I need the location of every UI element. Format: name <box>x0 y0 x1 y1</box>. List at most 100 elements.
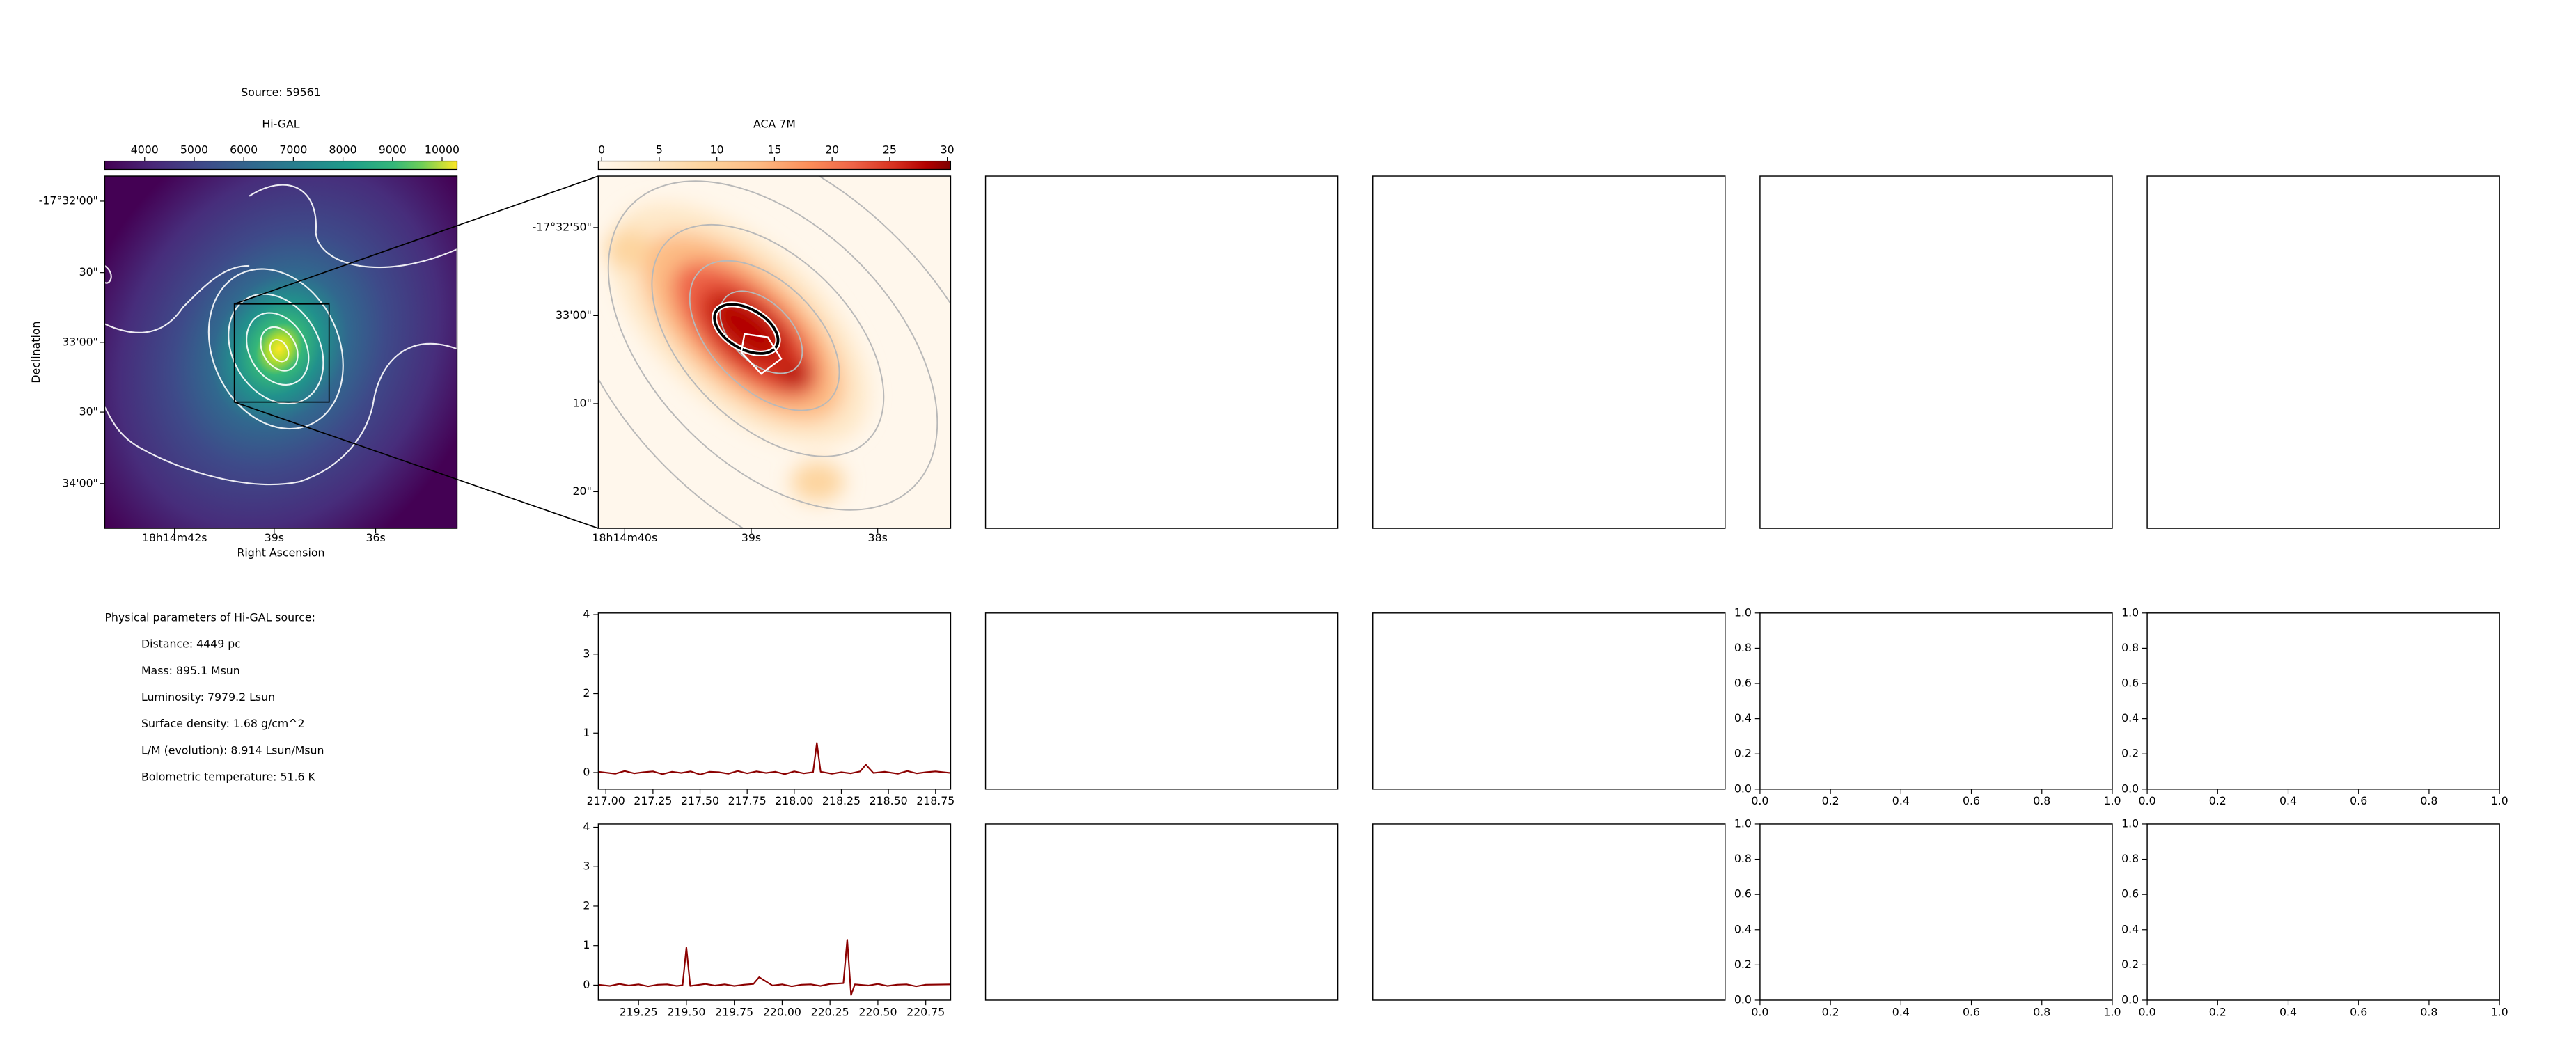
spectrum-line <box>598 742 951 775</box>
x-tick-label: 0.4 <box>2279 794 2297 807</box>
y-tick-label: 0.2 <box>1734 958 1752 971</box>
x-tick-label: 220.00 <box>763 1005 801 1018</box>
colorbar-tick-label: 10 <box>710 143 724 157</box>
x-tick-label: 0.2 <box>2209 794 2226 807</box>
y-tick-label: 0.4 <box>2121 922 2139 935</box>
x-tick-label: 1.0 <box>2491 1005 2508 1018</box>
x-tick-label: 0.0 <box>1751 1005 1768 1018</box>
y-tick-label: 0.6 <box>1734 887 1752 901</box>
x-tick-label: 0.0 <box>2139 1005 2156 1018</box>
dec-tick-label: 33'00" <box>62 335 98 348</box>
y-tick-label: 0.0 <box>2121 782 2139 795</box>
ra-tick-label: 18h14m40s <box>592 531 658 544</box>
x-axis-label: Right Ascension <box>237 546 324 559</box>
dec-tick-label: 10" <box>573 396 592 409</box>
y-tick-label: 0.6 <box>2121 887 2139 901</box>
y-tick-label: 0 <box>583 978 590 991</box>
aca-image <box>598 176 951 529</box>
x-tick-label: 218.00 <box>775 794 813 807</box>
dec-tick-label: 30" <box>79 405 98 418</box>
x-tick-label: 0.0 <box>2139 794 2156 807</box>
dec-tick-label: -17°32'50" <box>533 220 592 233</box>
higal-image <box>104 176 457 529</box>
colorbar-tick-label: 7000 <box>279 143 307 157</box>
ra-tick-label: 18h14m42s <box>142 531 207 544</box>
x-tick-label: 0.6 <box>1963 794 1980 807</box>
dec-tick-label: 34'00" <box>62 476 98 489</box>
x-tick-label: 0.4 <box>1892 794 1910 807</box>
x-tick-label: 0.4 <box>1892 1005 1910 1018</box>
colorbar <box>104 160 458 171</box>
x-tick-label: 218.25 <box>822 794 861 807</box>
colorbar-tick-label: 9000 <box>379 143 407 157</box>
colorbar-tick-label: 4000 <box>131 143 159 157</box>
y-tick-label: 1.0 <box>1734 816 1752 830</box>
y-tick-label: 0.6 <box>1734 677 1752 690</box>
image-title: ACA 7M <box>753 118 796 131</box>
x-tick-label: 218.50 <box>870 794 908 807</box>
x-tick-label: 218.75 <box>916 794 955 807</box>
colorbar-tick-label: 6000 <box>230 143 258 157</box>
y-tick-label: 0.8 <box>2121 852 2139 865</box>
parameters-heading: Physical parameters of Hi-GAL source: <box>104 610 315 624</box>
axes-frame <box>597 823 952 1001</box>
axes-frame <box>1759 612 2113 790</box>
parameter-line: Mass: 895.1 Msun <box>141 664 240 677</box>
ra-tick-label: 39s <box>265 531 284 544</box>
colorbar-tick-label: 0 <box>598 143 605 157</box>
image-title: Hi-GAL <box>262 118 299 131</box>
spectrum-line <box>598 939 951 996</box>
y-tick-label: 0.2 <box>2121 747 2139 760</box>
parameter-line: Surface density: 1.68 g/cm^2 <box>141 717 305 730</box>
x-tick-label: 0.6 <box>2350 794 2367 807</box>
image-frame <box>104 175 458 529</box>
empty-axes <box>984 175 2500 1001</box>
x-tick-label: 0.8 <box>2420 1005 2437 1018</box>
y-tick-label: 0.8 <box>2121 641 2139 654</box>
y-tick-label: 0.2 <box>1734 747 1752 760</box>
x-tick-label: 219.75 <box>715 1005 753 1018</box>
ra-tick-label: 38s <box>868 531 888 544</box>
parameter-line: L/M (evolution): 8.914 Lsun/Msun <box>141 743 324 757</box>
x-tick-label: 217.25 <box>634 794 672 807</box>
x-tick-label: 1.0 <box>2491 794 2508 807</box>
y-tick-label: 1.0 <box>2121 816 2139 830</box>
y-tick-label: 0.0 <box>2121 992 2139 1006</box>
x-tick-label: 0.0 <box>1751 794 1768 807</box>
y-tick-label: 0.4 <box>1734 922 1752 935</box>
x-tick-label: 220.25 <box>811 1005 849 1018</box>
x-tick-label: 0.8 <box>2033 1005 2050 1018</box>
parameter-line: Luminosity: 7979.2 Lsun <box>141 690 275 704</box>
x-tick-label: 217.50 <box>681 794 719 807</box>
y-axis-label: Declination <box>29 322 42 383</box>
zoom-line <box>234 175 599 305</box>
dec-tick-label: 20" <box>573 484 592 498</box>
colorbar-tick-label: 8000 <box>329 143 357 157</box>
y-tick-label: 1.0 <box>2121 606 2139 619</box>
x-tick-label: 0.2 <box>1822 794 1839 807</box>
x-tick-label: 0.2 <box>1822 1005 1839 1018</box>
x-tick-label: 0.4 <box>2279 1005 2297 1018</box>
x-tick-label: 0.6 <box>2350 1005 2367 1018</box>
x-tick-label: 217.00 <box>587 794 625 807</box>
colorbar-tick-label: 5000 <box>180 143 208 157</box>
figure-title: Source: 59561 <box>241 86 321 99</box>
x-tick-label: 0.8 <box>2420 794 2437 807</box>
y-tick-label: 0.8 <box>1734 852 1752 865</box>
axes-frame <box>2146 823 2500 1001</box>
colorbar-tick-label: 10000 <box>425 143 460 157</box>
y-tick-label: 0.4 <box>1734 711 1752 725</box>
x-tick-label: 219.50 <box>667 1005 705 1018</box>
dec-tick-label: -17°32'00" <box>39 193 98 207</box>
y-tick-label: 0.8 <box>1734 641 1752 654</box>
axes-frame <box>597 612 952 790</box>
y-tick-label: 2 <box>583 686 590 699</box>
ra-tick-label: 39s <box>741 531 761 544</box>
y-tick-label: 0.2 <box>2121 958 2139 971</box>
x-tick-label: 220.75 <box>906 1005 945 1018</box>
y-tick-label: 0.4 <box>2121 711 2139 725</box>
x-tick-label: 1.0 <box>2103 794 2121 807</box>
colorbar-tick-label: 15 <box>767 143 781 157</box>
y-tick-label: 0.0 <box>1734 782 1752 795</box>
